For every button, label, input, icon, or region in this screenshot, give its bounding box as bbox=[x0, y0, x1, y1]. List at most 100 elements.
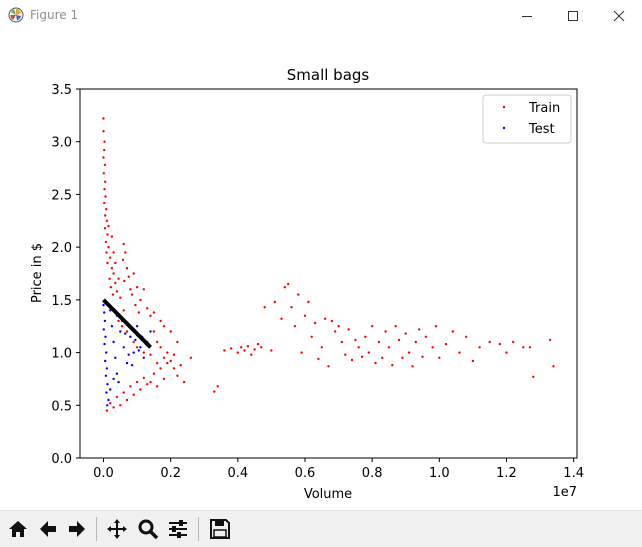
train-point bbox=[102, 117, 105, 120]
test-point bbox=[105, 351, 108, 354]
train-point bbox=[371, 325, 374, 328]
test-point bbox=[115, 372, 119, 375]
test-point bbox=[102, 328, 106, 331]
train-point bbox=[243, 349, 246, 352]
train-point bbox=[124, 251, 127, 254]
train-point bbox=[112, 272, 115, 275]
train-point bbox=[280, 317, 283, 320]
train-point bbox=[152, 372, 156, 375]
y-axis: 0.0 0.5 1.0 1.5 2.0 2.5 3.0 3.5 bbox=[51, 83, 80, 467]
train-point bbox=[169, 330, 172, 333]
zoom-button[interactable] bbox=[135, 516, 161, 542]
train-point bbox=[532, 375, 535, 378]
test-point bbox=[134, 338, 137, 342]
train-point bbox=[139, 298, 142, 302]
train-point bbox=[146, 383, 149, 386]
y-tick-label: 3.0 bbox=[51, 136, 72, 151]
train-point bbox=[374, 361, 377, 365]
back-button[interactable] bbox=[35, 516, 61, 542]
legend: Train Test bbox=[482, 94, 572, 144]
train-point bbox=[152, 311, 156, 314]
train-point bbox=[102, 156, 105, 159]
train-point bbox=[189, 356, 192, 359]
train-point bbox=[119, 296, 122, 299]
test-point bbox=[132, 351, 135, 354]
x-tick-label: 0.8 bbox=[362, 466, 383, 481]
maximize-button[interactable] bbox=[550, 0, 596, 32]
save-icon bbox=[210, 519, 230, 539]
train-point bbox=[166, 361, 169, 365]
matplotlib-logo-icon bbox=[8, 7, 24, 23]
x-tick-label: 1.0 bbox=[429, 466, 450, 481]
train-point bbox=[107, 224, 110, 228]
test-point bbox=[104, 335, 107, 338]
train-point bbox=[108, 277, 111, 280]
train-point bbox=[451, 330, 454, 333]
test-point bbox=[125, 361, 129, 365]
legend-test-label: Test bbox=[528, 122, 555, 137]
train-point bbox=[330, 319, 334, 323]
y-tick-label: 0.5 bbox=[51, 399, 72, 414]
train-point bbox=[334, 330, 337, 333]
train-point bbox=[109, 402, 112, 405]
train-point bbox=[111, 293, 115, 296]
train-point bbox=[156, 385, 159, 388]
train-point bbox=[407, 351, 411, 354]
close-button[interactable] bbox=[596, 0, 642, 32]
train-point bbox=[122, 242, 125, 246]
train-point bbox=[337, 325, 340, 328]
test-point bbox=[103, 342, 106, 346]
test-point bbox=[105, 367, 109, 370]
train-point bbox=[103, 148, 106, 152]
train-point bbox=[179, 364, 182, 367]
train-point bbox=[105, 219, 109, 222]
train-point bbox=[114, 281, 117, 285]
pan-button[interactable] bbox=[104, 516, 130, 542]
train-point bbox=[256, 342, 260, 346]
train-point bbox=[528, 346, 532, 349]
x-tick-label: 0.2 bbox=[160, 466, 181, 481]
test-point bbox=[106, 404, 109, 407]
train-point bbox=[263, 306, 266, 309]
scatter-chart: 0.0 0.2 0.4 0.6 0.8 1.0 1.2 1.4 0.0 0.5 1.0 1.5 2.0… bbox=[30, 66, 584, 502]
test-point bbox=[107, 398, 110, 402]
train-point bbox=[357, 346, 360, 349]
train-point bbox=[127, 275, 130, 278]
test-point bbox=[106, 383, 109, 386]
train-point bbox=[152, 330, 156, 333]
fit-line bbox=[102, 298, 152, 349]
train-point bbox=[360, 355, 364, 358]
save-button[interactable] bbox=[207, 516, 233, 542]
minimize-button[interactable] bbox=[504, 0, 550, 32]
home-button[interactable] bbox=[5, 516, 31, 542]
x-axis: 0.0 0.2 0.4 0.6 0.8 1.0 1.2 1.4 bbox=[93, 458, 584, 481]
train-point bbox=[434, 325, 438, 328]
test-point bbox=[103, 319, 107, 323]
train-point bbox=[471, 359, 475, 363]
y-tick-label: 2.0 bbox=[51, 241, 72, 256]
close-icon bbox=[613, 10, 625, 22]
train-point bbox=[115, 290, 119, 293]
train-point bbox=[169, 359, 172, 363]
toolbar-separator bbox=[198, 517, 199, 541]
train-point bbox=[132, 393, 135, 396]
train-point bbox=[102, 172, 106, 175]
train-point bbox=[172, 353, 176, 356]
configure-subplots-button[interactable] bbox=[165, 516, 191, 542]
x-tick-label: 0.4 bbox=[227, 466, 248, 481]
train-point bbox=[137, 311, 140, 314]
train-point bbox=[381, 356, 384, 359]
train-point bbox=[391, 364, 394, 367]
forward-button[interactable] bbox=[64, 516, 90, 542]
y-tick-label: 0.0 bbox=[51, 452, 72, 467]
train-point bbox=[411, 365, 414, 368]
train-point bbox=[270, 349, 273, 352]
test-point bbox=[124, 332, 127, 335]
pan-icon bbox=[107, 519, 127, 539]
train-point bbox=[112, 406, 115, 409]
train-point bbox=[213, 390, 216, 393]
train-point bbox=[290, 306, 293, 309]
x-tick-label: 1.4 bbox=[563, 466, 584, 481]
train-point bbox=[142, 288, 145, 291]
train-point bbox=[246, 345, 250, 348]
